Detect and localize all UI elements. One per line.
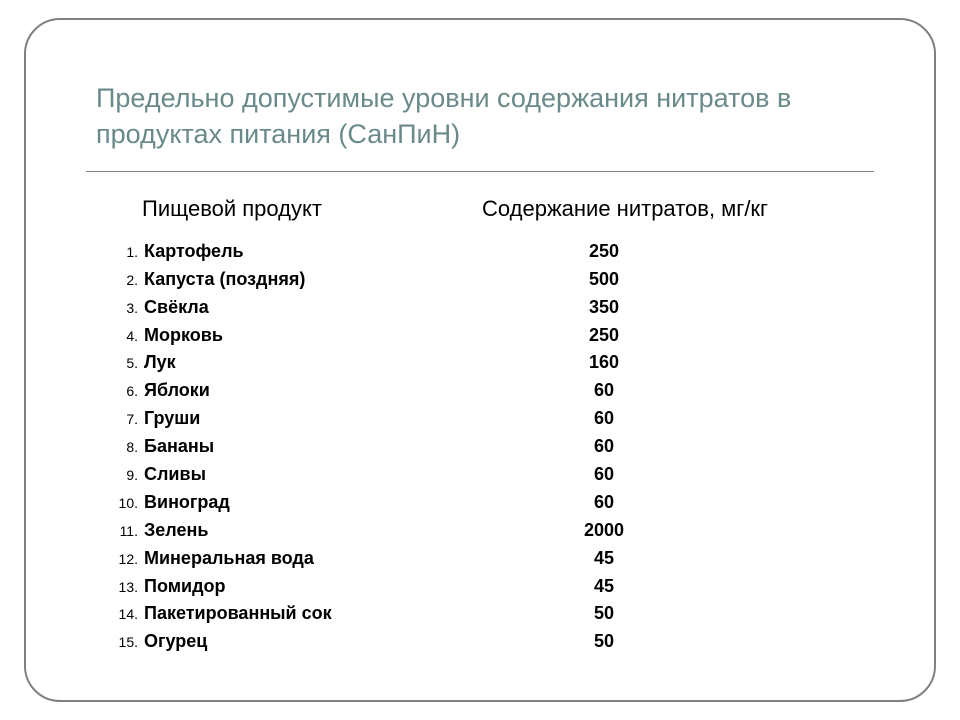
table-row: 5.Лук160 (106, 349, 874, 377)
product-name: Бананы (144, 433, 544, 461)
row-number: 1. (106, 242, 144, 264)
product-name: Виноград (144, 489, 544, 517)
slide-frame: Предельно допустимые уровни содержания н… (24, 18, 936, 702)
table-body: 1.Картофель2502.Капуста (поздняя)5003.Св… (86, 238, 874, 656)
table-row: 4.Морковь250 (106, 322, 874, 350)
row-number: 9. (106, 465, 144, 487)
product-name: Минеральная вода (144, 545, 544, 573)
table-row: 12.Минеральная вода45 (106, 545, 874, 573)
product-name: Лук (144, 349, 544, 377)
divider (86, 171, 874, 172)
product-name: Картофель (144, 238, 544, 266)
row-number: 8. (106, 437, 144, 459)
nitrate-value: 500 (544, 266, 664, 294)
row-number: 7. (106, 409, 144, 431)
row-number: 2. (106, 270, 144, 292)
row-number: 13. (106, 577, 144, 599)
table-row: 11.Зелень2000 (106, 517, 874, 545)
nitrate-value: 60 (544, 377, 664, 405)
table-row: 9.Сливы60 (106, 461, 874, 489)
row-number: 4. (106, 326, 144, 348)
product-name: Морковь (144, 322, 544, 350)
table-row: 2.Капуста (поздняя)500 (106, 266, 874, 294)
product-name: Яблоки (144, 377, 544, 405)
nitrate-value: 60 (544, 433, 664, 461)
table-row: 15.Огурец50 (106, 628, 874, 656)
row-number: 14. (106, 604, 144, 626)
row-number: 3. (106, 298, 144, 320)
nitrate-value: 250 (544, 322, 664, 350)
product-name: Груши (144, 405, 544, 433)
row-number: 12. (106, 549, 144, 571)
nitrate-value: 50 (544, 628, 664, 656)
row-number: 5. (106, 353, 144, 375)
product-name: Капуста (поздняя) (144, 266, 544, 294)
table-row: 7.Груши60 (106, 405, 874, 433)
row-number: 15. (106, 632, 144, 654)
col-header-product: Пищевой продукт (142, 196, 482, 222)
nitrate-value: 250 (544, 238, 664, 266)
table-headers: Пищевой продукт Содержание нитратов, мг/… (86, 196, 874, 222)
table-row: 10.Виноград60 (106, 489, 874, 517)
nitrate-value: 160 (544, 349, 664, 377)
nitrate-value: 60 (544, 461, 664, 489)
nitrate-value: 45 (544, 573, 664, 601)
row-number: 11. (106, 521, 144, 543)
table-row: 3.Свёкла350 (106, 294, 874, 322)
product-name: Огурец (144, 628, 544, 656)
nitrate-value: 350 (544, 294, 664, 322)
nitrate-value: 60 (544, 489, 664, 517)
nitrate-value: 2000 (544, 517, 664, 545)
row-number: 6. (106, 381, 144, 403)
slide-title: Предельно допустимые уровни содержания н… (86, 80, 874, 153)
product-name: Зелень (144, 517, 544, 545)
product-name: Сливы (144, 461, 544, 489)
nitrate-value: 60 (544, 405, 664, 433)
product-name: Пакетированный сок (144, 600, 544, 628)
nitrate-value: 50 (544, 600, 664, 628)
table-row: 6.Яблоки60 (106, 377, 874, 405)
table-row: 8.Бананы60 (106, 433, 874, 461)
table-row: 1.Картофель250 (106, 238, 874, 266)
table-row: 13.Помидор45 (106, 573, 874, 601)
nitrate-value: 45 (544, 545, 664, 573)
product-name: Помидор (144, 573, 544, 601)
col-header-value: Содержание нитратов, мг/кг (482, 196, 874, 222)
table-row: 14.Пакетированный сок50 (106, 600, 874, 628)
row-number: 10. (106, 493, 144, 515)
product-name: Свёкла (144, 294, 544, 322)
